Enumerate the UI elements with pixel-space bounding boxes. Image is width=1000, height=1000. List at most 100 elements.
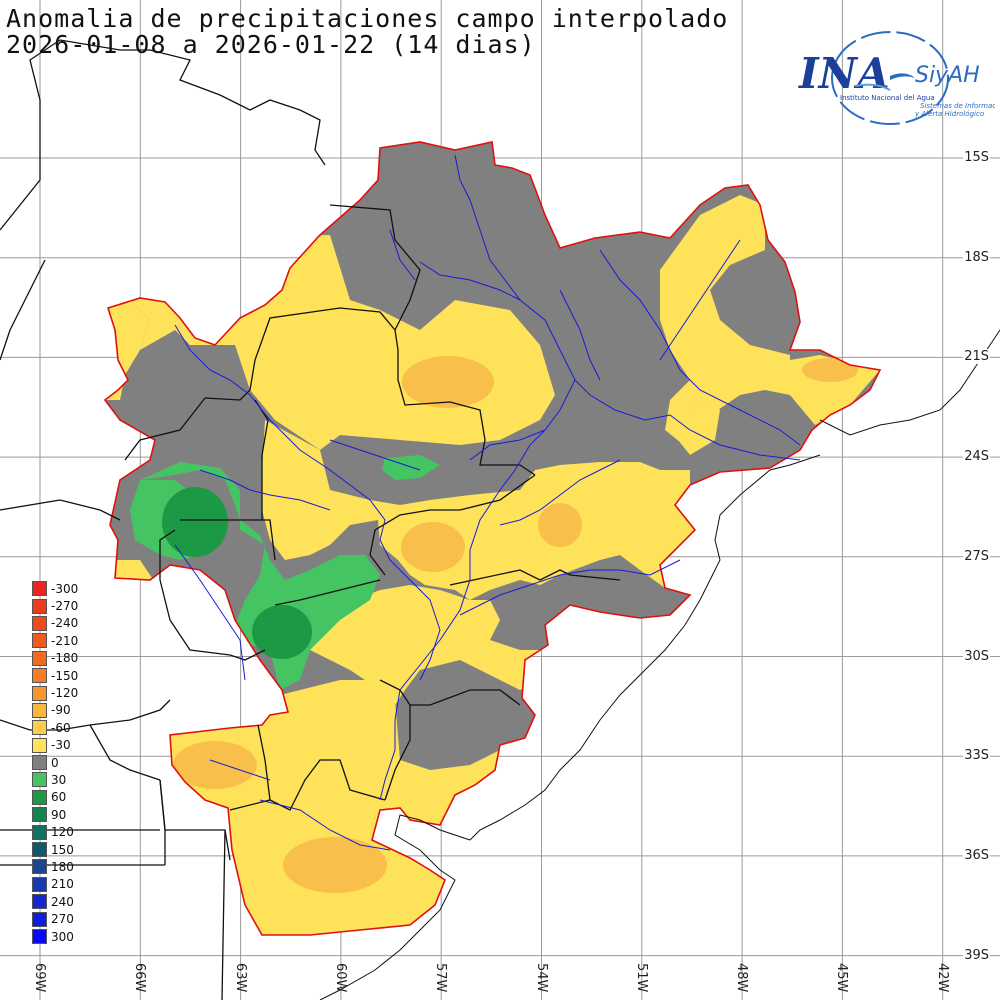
- legend-item: 60: [32, 789, 78, 806]
- legend-swatch: [32, 720, 47, 736]
- orange-zone-coast: [802, 358, 858, 382]
- longitude-label: 63W: [232, 963, 248, 993]
- yellow-zone-center: [262, 420, 695, 600]
- legend-item: -30: [32, 737, 78, 754]
- legend-item: -240: [32, 615, 78, 632]
- legend-swatch: [32, 615, 47, 631]
- orange-zone-southwest: [173, 741, 257, 789]
- longitude-label: 48W: [734, 963, 750, 993]
- legend-swatch: [32, 685, 47, 701]
- longitude-label: 45W: [834, 963, 850, 993]
- legend-label: -90: [51, 703, 71, 718]
- legend-swatch: [32, 859, 47, 875]
- latitude-label: 36S: [963, 847, 990, 863]
- legend-swatch: [32, 668, 47, 684]
- orange-zone-north: [402, 356, 494, 408]
- legend-item: 240: [32, 893, 78, 910]
- legend-item: 180: [32, 858, 78, 875]
- legend-label: 300: [51, 929, 74, 944]
- legend-label: -60: [51, 720, 71, 735]
- legend-label: -270: [51, 599, 79, 614]
- legend-label: 240: [51, 894, 74, 909]
- svg-text:Sistemas de Información: Sistemas de Información: [920, 102, 995, 110]
- legend-swatch: [32, 911, 47, 927]
- legend-swatch: [32, 894, 47, 910]
- legend-swatch: [32, 650, 47, 666]
- orange-zone-south: [283, 837, 387, 893]
- legend-label: -180: [51, 651, 79, 666]
- rivers: [174, 154, 801, 851]
- longitude-label: 57W: [433, 963, 449, 993]
- legend-item: 90: [32, 806, 78, 823]
- legend-item: -60: [32, 719, 78, 736]
- legend-label: -240: [51, 616, 79, 631]
- yellow-zone-mid-south: [300, 585, 545, 710]
- legend-item: 300: [32, 928, 78, 945]
- latitude-label: 21S: [963, 349, 990, 365]
- legend-swatch: [32, 598, 47, 614]
- legend-label: 0: [51, 755, 59, 770]
- longitude-label: 66W: [132, 963, 148, 993]
- legend-swatch: [32, 807, 47, 823]
- svg-text:Instituto Nacional del Agua: Instituto Nacional del Agua: [840, 94, 935, 102]
- legend-label: 210: [51, 877, 74, 892]
- latitude-label: 18S: [963, 249, 990, 265]
- legend-swatch: [32, 702, 47, 718]
- legend-item: 30: [32, 771, 78, 788]
- longitude-label: 42W: [934, 963, 950, 993]
- latitude-label: 15S: [963, 150, 990, 165]
- legend-label: -210: [51, 633, 79, 648]
- orange-zone-east: [538, 503, 582, 547]
- legend-label: 270: [51, 912, 74, 927]
- color-legend: -300 -270 -240 -210 -180 -150 -120 -90 -60 -30 0 30…: [32, 580, 78, 945]
- coastline: [319, 329, 1000, 1000]
- legend-item: 120: [32, 823, 78, 840]
- latitude-label: 30S: [963, 648, 990, 664]
- legend-swatch: [32, 633, 47, 649]
- ina-siyah-logo: INA SiyAH Instituto Nacional del Agua Si…: [798, 31, 995, 125]
- green-zone-dark-west: [162, 487, 228, 557]
- legend-item: -150: [32, 667, 78, 684]
- longitude-label: 54W: [533, 963, 549, 993]
- svg-text:INA: INA: [798, 49, 890, 98]
- legend-swatch: [32, 824, 47, 840]
- legend-swatch: [32, 929, 47, 944]
- legend-label: 90: [51, 807, 67, 822]
- longitude-label: 60W: [332, 963, 348, 993]
- legend-item: -270: [32, 597, 78, 614]
- legend-swatch: [32, 842, 47, 858]
- svg-text:y Alerta Hidrológico: y Alerta Hidrológico: [914, 110, 984, 118]
- legend-label: -300: [51, 581, 79, 596]
- legend-label: 180: [51, 859, 74, 874]
- legend-item: 150: [32, 841, 78, 858]
- legend-item: 210: [32, 876, 78, 893]
- legend-item: -300: [32, 580, 78, 597]
- legend-swatch: [32, 755, 47, 771]
- legend-label: -120: [51, 686, 79, 701]
- yellow-zone-east-center: [670, 395, 720, 455]
- legend-swatch: [32, 772, 47, 788]
- latitude-label: 33S: [963, 748, 990, 764]
- yellow-zone-northeast: [660, 195, 880, 450]
- legend-label: -30: [51, 738, 71, 753]
- map-date-range: 2026-01-08 a 2026-01-22 (14 dias): [6, 30, 536, 59]
- legend-swatch: [32, 876, 47, 892]
- legend-label: 30: [51, 772, 67, 787]
- legend-label: -150: [51, 668, 79, 683]
- legend-item: -120: [32, 684, 78, 701]
- legend-swatch: [32, 789, 47, 805]
- latitude-label: 27S: [963, 548, 990, 564]
- longitude-label: 51W: [633, 963, 649, 993]
- legend-item: -210: [32, 632, 78, 649]
- latitude-label: 24S: [963, 449, 990, 465]
- legend-swatch: [32, 581, 47, 597]
- legend-label: 150: [51, 842, 74, 857]
- legend-item: -180: [32, 650, 78, 667]
- svg-text:SiyAH: SiyAH: [915, 63, 980, 88]
- legend-item: -90: [32, 702, 78, 719]
- country-borders: [0, 39, 621, 1000]
- latitude-label: 39S: [963, 947, 990, 963]
- green-zone-dark-center: [252, 605, 312, 659]
- map-title: Anomalia de precipitaciones campo interp…: [6, 4, 729, 33]
